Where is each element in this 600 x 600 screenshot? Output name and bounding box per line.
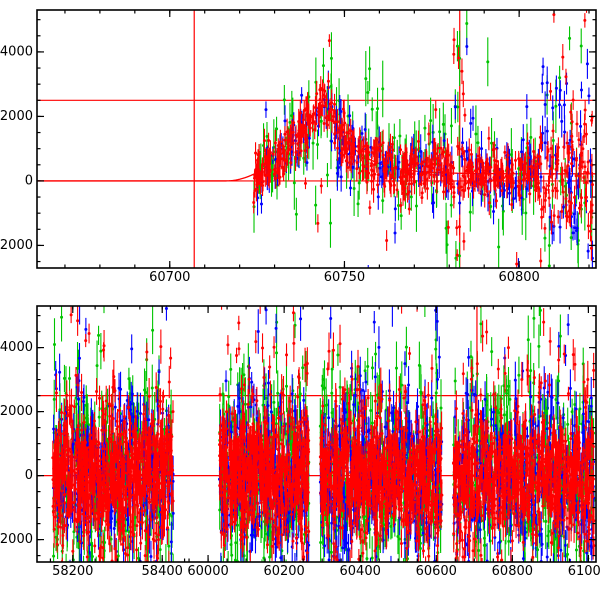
light-curve-canvas bbox=[0, 0, 600, 600]
light-curve-figure bbox=[0, 0, 600, 600]
